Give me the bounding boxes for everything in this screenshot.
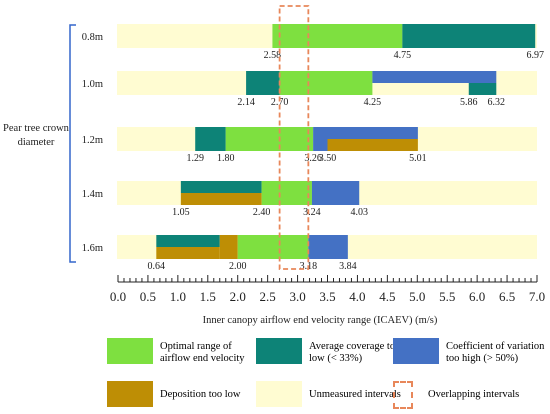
x-tick-label: 4.5 xyxy=(379,289,395,304)
value-label: 3.26 xyxy=(304,153,322,164)
x-tick-label: 3.5 xyxy=(319,289,335,304)
value-label: 1.80 xyxy=(217,153,235,164)
legend-label-optimal: Optimal range of airflow end velocity xyxy=(160,341,245,364)
value-label: 2.40 xyxy=(253,207,271,218)
value-label: 1.29 xyxy=(186,153,204,164)
segment-cv xyxy=(308,235,348,259)
y-axis-label-line-2: diameter xyxy=(18,137,55,148)
x-tick-label: 6.5 xyxy=(499,289,515,304)
y-axis-bracket: Pear tree crown diameter xyxy=(3,24,76,263)
legend-label-coverage: Average coverage too low (< 33%) xyxy=(309,341,401,364)
segment-optimal xyxy=(225,127,314,151)
value-label: 3.50 xyxy=(319,153,337,164)
row-1.6m: 1.6m0.64 2.00 3.18 3.84 xyxy=(82,235,537,272)
value-label: 2.58 xyxy=(264,50,282,61)
x-tick-label: 0.5 xyxy=(140,289,156,304)
legend-label-deposition: Deposition too low xyxy=(160,389,241,400)
row-1.4m: 1.4m 1.05 2.40 3.24 4.03 xyxy=(82,181,537,218)
x-tick-label: 2.5 xyxy=(260,289,276,304)
segment-cv xyxy=(327,127,418,139)
segment-optimal xyxy=(237,235,309,259)
segment-cv xyxy=(372,71,497,83)
x-axis-label: Inner canopy airflow end velocity range … xyxy=(203,315,438,326)
value-label: 2.14 xyxy=(237,97,255,108)
value-label: 4.03 xyxy=(350,207,368,218)
value-label: 4.75 xyxy=(394,50,412,61)
value-label: 3.84 xyxy=(339,261,357,272)
legend-label-unmeasured: Unmeasured intervals xyxy=(309,389,401,400)
overlap-layer xyxy=(278,5,310,270)
y-axis-label-line-1: Pear tree crown xyxy=(3,123,70,134)
legend-swatch-optimal xyxy=(107,338,153,364)
row-0.8m: 0.8m 2.58 4.75 6.97 xyxy=(82,24,544,61)
legend-label-overlap: Overlapping intervals xyxy=(428,389,520,400)
segment-deposition xyxy=(327,139,418,151)
overlap-box xyxy=(278,5,310,270)
x-tick-label: 4.0 xyxy=(349,289,365,304)
value-label: 0.64 xyxy=(148,261,166,272)
row-label: 1.6m xyxy=(82,243,103,254)
value-label: 4.25 xyxy=(364,97,382,108)
value-label: 2.70 xyxy=(271,97,289,108)
x-tick-label: 1.5 xyxy=(200,289,216,304)
segment-optimal xyxy=(279,71,373,95)
segment-optimal xyxy=(261,181,312,205)
legend-swatch-coverage xyxy=(256,338,302,364)
rows-layer: 0.8m 2.58 4.75 6.97 1.0m 2.14 2.70 4.25 5.86 6.32… xyxy=(82,24,544,272)
value-label: 6.97 xyxy=(526,50,544,61)
value-label: 2.00 xyxy=(229,261,247,272)
row-1.2m: 1.2m 1.29 1.80 3.263.50 5.01 xyxy=(82,127,537,164)
segment-cv xyxy=(311,181,360,205)
legend-swatch-unmeasured xyxy=(256,381,302,407)
segment-deposition xyxy=(219,235,238,259)
x-tick-label: 2.0 xyxy=(230,289,246,304)
segment-coverage xyxy=(468,83,497,95)
x-axis: 0.0 0.5 1.0 1.5 2.0 2.5 3.0 3.5 4.0 4.5 5.0 5.5 6.0 6… xyxy=(110,275,545,304)
segment-coverage xyxy=(402,24,536,48)
x-tick-label: 1.0 xyxy=(170,289,186,304)
value-label: 5.01 xyxy=(409,153,427,164)
value-label: 6.32 xyxy=(488,97,506,108)
segment-cv xyxy=(313,127,328,151)
row-label: 1.0m xyxy=(82,79,103,90)
segment-coverage xyxy=(195,127,226,151)
x-tick-label: 7.0 xyxy=(529,289,545,304)
legend-swatch-deposition xyxy=(107,381,153,407)
legend-swatch-overlap xyxy=(393,381,413,409)
value-label: 5.86 xyxy=(460,97,478,108)
x-tick-label: 3.0 xyxy=(289,289,305,304)
row-label: 0.8m xyxy=(82,32,103,43)
x-tick-label: 6.0 xyxy=(469,289,485,304)
x-tick-label: 0.0 xyxy=(110,289,126,304)
row-1.0m: 1.0m 2.14 2.70 4.25 5.86 6.32 xyxy=(82,71,537,108)
segment-coverage xyxy=(156,235,220,247)
legend-label-cv: Coefficient of variation too high (> 50%… xyxy=(446,341,545,364)
segment-optimal xyxy=(272,24,403,48)
segment-deposition xyxy=(156,247,220,259)
x-tick-label: 5.0 xyxy=(409,289,425,304)
row-label: 1.4m xyxy=(82,189,103,200)
segment-coverage xyxy=(246,71,280,95)
value-label: 3.24 xyxy=(303,207,321,218)
value-label: 1.05 xyxy=(172,207,190,218)
segment-deposition xyxy=(180,193,262,205)
row-label: 1.2m xyxy=(82,135,103,146)
x-tick-label: 5.5 xyxy=(439,289,455,304)
segment-coverage xyxy=(180,181,262,193)
legend-swatch-cv xyxy=(393,338,439,364)
